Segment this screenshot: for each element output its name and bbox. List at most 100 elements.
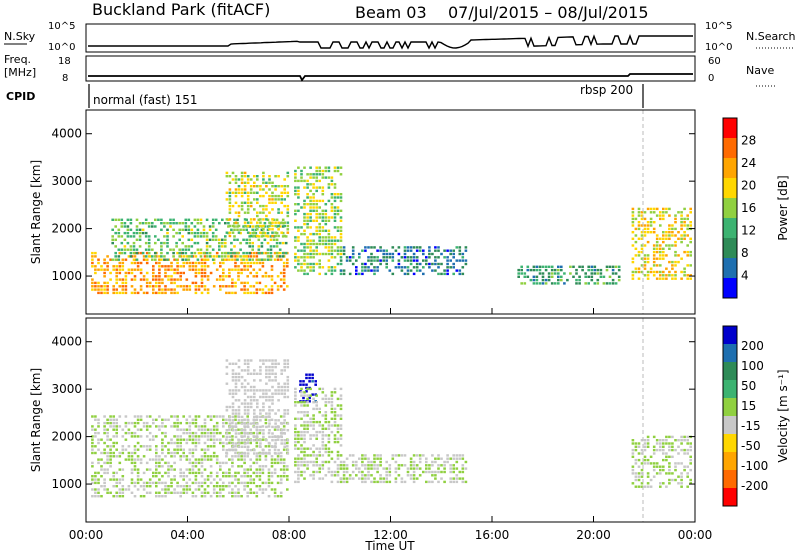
heatmap-cell bbox=[197, 288, 201, 291]
heatmap-cell bbox=[437, 457, 440, 460]
heatmap-cell bbox=[452, 249, 455, 252]
heatmap-cell bbox=[312, 477, 315, 480]
heatmap-cell bbox=[631, 465, 635, 468]
heatmap-cell bbox=[286, 191, 290, 194]
heatmap-cell bbox=[575, 272, 578, 275]
heatmap-cell bbox=[659, 214, 662, 217]
heatmap-cell bbox=[164, 271, 167, 275]
heatmap-cell bbox=[273, 491, 277, 494]
heatmap-cell bbox=[206, 275, 210, 278]
heatmap-cell bbox=[297, 454, 300, 457]
heatmap-cell bbox=[161, 438, 164, 441]
heatmap-cell bbox=[243, 485, 246, 488]
heatmap-cell bbox=[268, 412, 271, 415]
heatmap-cell bbox=[120, 248, 124, 251]
heatmap-cell bbox=[100, 265, 103, 268]
heatmap-cell bbox=[309, 209, 312, 212]
heatmap-cell bbox=[261, 465, 265, 468]
heatmap-cell bbox=[312, 206, 315, 209]
heatmap-cell bbox=[529, 278, 533, 282]
heatmap-cell bbox=[188, 261, 192, 265]
heatmap-cell bbox=[385, 249, 388, 252]
heatmap-cell bbox=[418, 460, 422, 464]
heatmap-cell bbox=[135, 251, 139, 255]
heatmap-cell bbox=[294, 209, 297, 212]
heatmap-cell bbox=[182, 455, 185, 458]
heatmap-cell bbox=[662, 445, 665, 448]
heatmap-cell bbox=[224, 251, 227, 255]
heatmap-cell bbox=[205, 248, 209, 251]
heatmap-cell bbox=[324, 222, 328, 226]
heatmap-cell bbox=[294, 430, 297, 434]
heatmap-cell bbox=[176, 425, 179, 428]
heatmap-cell bbox=[315, 252, 318, 256]
heatmap-cell bbox=[225, 231, 229, 234]
heatmap-cell bbox=[133, 451, 137, 455]
heatmap-cell bbox=[449, 249, 452, 252]
heatmap-cell bbox=[145, 271, 149, 275]
heatmap-cell bbox=[252, 431, 256, 435]
heatmap-cell bbox=[526, 275, 530, 278]
heatmap-cell bbox=[184, 258, 188, 261]
heatmap-cell bbox=[253, 372, 256, 375]
heatmap-cell bbox=[259, 429, 262, 432]
heatmap-cell bbox=[139, 418, 143, 421]
heatmap-cell bbox=[135, 231, 139, 235]
heatmap-cell bbox=[361, 269, 364, 272]
heatmap-cell bbox=[225, 485, 228, 488]
heatmap-cell bbox=[243, 392, 247, 395]
heatmap-cell bbox=[228, 218, 232, 221]
heatmap-cell bbox=[330, 457, 334, 460]
heatmap-cell bbox=[121, 268, 125, 271]
heatmap-cell bbox=[246, 415, 249, 418]
heatmap-cell bbox=[158, 461, 161, 465]
heatmap-cell bbox=[154, 251, 157, 255]
heatmap-cell bbox=[256, 178, 259, 181]
heatmap-cell bbox=[152, 268, 155, 271]
heatmap-cell bbox=[339, 387, 343, 391]
heatmap-cell bbox=[188, 485, 192, 488]
heatmap-cell bbox=[164, 471, 167, 475]
heatmap-cell bbox=[680, 435, 683, 439]
heatmap-cell bbox=[127, 455, 131, 458]
heatmap-cell bbox=[339, 239, 343, 242]
heatmap-cell bbox=[124, 258, 128, 261]
heatmap-cell bbox=[412, 259, 416, 262]
heatmap-cell bbox=[209, 475, 213, 478]
heatmap-cell bbox=[175, 241, 178, 245]
heatmap-cell bbox=[215, 461, 219, 465]
heatmap-cell bbox=[129, 228, 133, 231]
heatmap-cell bbox=[158, 268, 161, 271]
heatmap-cell bbox=[126, 231, 130, 235]
heatmap-cell bbox=[428, 246, 431, 249]
heatmap-cell bbox=[240, 458, 243, 461]
heatmap-cell bbox=[268, 448, 271, 452]
heatmap-cell bbox=[184, 225, 188, 228]
heatmap-cell bbox=[236, 255, 239, 258]
heatmap-cell bbox=[258, 471, 262, 475]
heatmap-cell bbox=[219, 278, 222, 281]
heatmap-cell bbox=[302, 383, 305, 386]
heatmap-cell bbox=[91, 461, 94, 465]
heatmap-cell bbox=[176, 485, 179, 488]
heatmap-cell bbox=[303, 269, 306, 272]
heatmap-cell bbox=[283, 395, 286, 399]
heatmap-cell bbox=[689, 221, 692, 224]
heatmap-cell bbox=[455, 480, 459, 484]
heatmap-cell bbox=[176, 451, 179, 455]
heatmap-cell bbox=[308, 400, 311, 403]
heatmap-cell bbox=[273, 495, 277, 498]
y-tick-label: 2000 bbox=[51, 430, 82, 444]
heatmap-cell bbox=[246, 191, 250, 194]
heatmap-cell bbox=[97, 458, 100, 461]
heatmap-cell bbox=[274, 365, 277, 369]
heatmap-cell bbox=[245, 251, 248, 255]
heatmap-cell bbox=[243, 201, 247, 204]
heatmap-cell bbox=[397, 266, 401, 269]
heatmap-cell bbox=[631, 260, 635, 264]
heatmap-cell bbox=[228, 191, 232, 194]
heatmap-cell bbox=[452, 480, 455, 484]
heatmap-cell bbox=[327, 199, 331, 203]
heatmap-cell bbox=[237, 224, 241, 228]
heatmap-cell bbox=[152, 471, 155, 475]
